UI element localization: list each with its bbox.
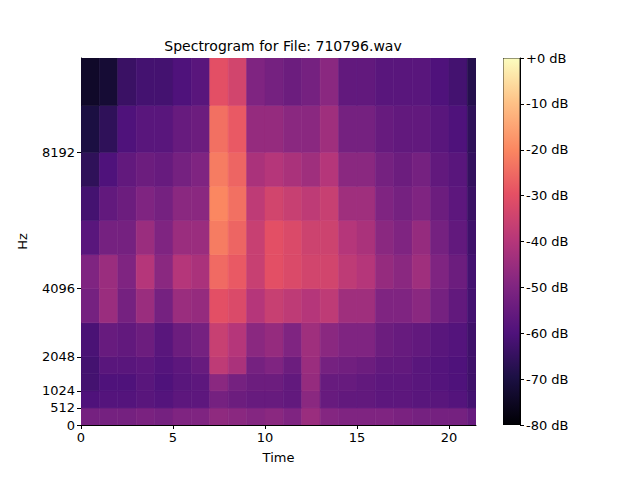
svg-text:0: 0 [67,418,75,433]
svg-text:512: 512 [50,400,75,415]
svg-text:Time: Time [262,450,295,465]
svg-text:-70 dB: -70 dB [526,372,569,387]
svg-text:10: 10 [257,430,274,445]
svg-text:+0 dB: +0 dB [526,51,566,66]
svg-text:0: 0 [77,430,85,445]
svg-text:-60 dB: -60 dB [526,326,569,341]
svg-text:-50 dB: -50 dB [526,280,569,295]
svg-text:8192: 8192 [42,145,75,160]
svg-text:-30 dB: -30 dB [526,188,569,203]
svg-text:-80 dB: -80 dB [526,418,569,433]
svg-text:-40 dB: -40 dB [526,234,569,249]
svg-text:-20 dB: -20 dB [526,142,569,157]
svg-text:-10 dB: -10 dB [526,96,569,111]
svg-text:Hz: Hz [15,233,30,250]
svg-text:4096: 4096 [42,281,75,296]
svg-text:20: 20 [441,430,458,445]
svg-text:Spectrogram for File: 710796.w: Spectrogram for File: 710796.wav [164,38,401,54]
svg-text:1024: 1024 [42,383,75,398]
svg-text:2048: 2048 [42,349,75,364]
svg-text:5: 5 [169,430,177,445]
svg-text:15: 15 [349,430,366,445]
